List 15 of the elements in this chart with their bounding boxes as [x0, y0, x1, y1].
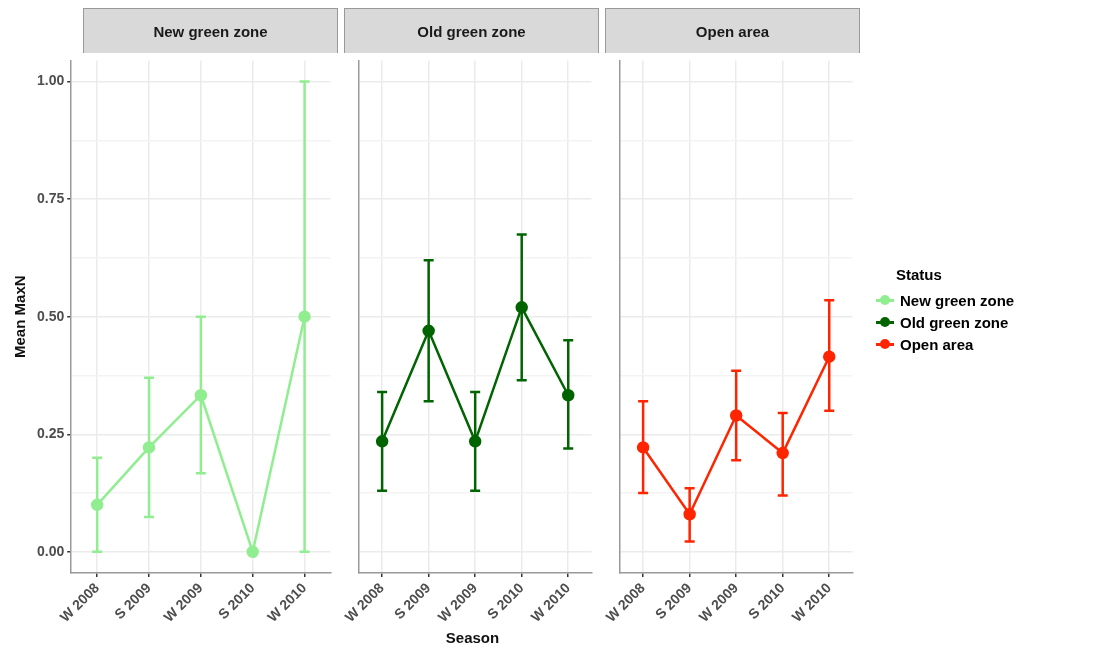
y-axis-title: Mean MaxN [11, 275, 29, 358]
y-tick-label: 0.00 [37, 542, 65, 559]
legend-title: Status [896, 266, 943, 283]
y-tick-label: 1.00 [37, 72, 65, 89]
legend-label: Old green zone [900, 313, 1009, 331]
chart-title: Old green zone [344, 8, 599, 53]
x-axis-title: Season [445, 629, 500, 646]
y-tick-label: 0.75 [37, 189, 65, 206]
point [246, 545, 259, 559]
legend-label: New green zone [900, 291, 1015, 309]
chart-title: New green zone [83, 8, 338, 53]
y-tick-label: 0.25 [37, 425, 65, 442]
chart-title: Open area [605, 8, 860, 53]
y-tick-label: 0.50 [37, 307, 65, 324]
legend-label: Open area [900, 335, 974, 353]
